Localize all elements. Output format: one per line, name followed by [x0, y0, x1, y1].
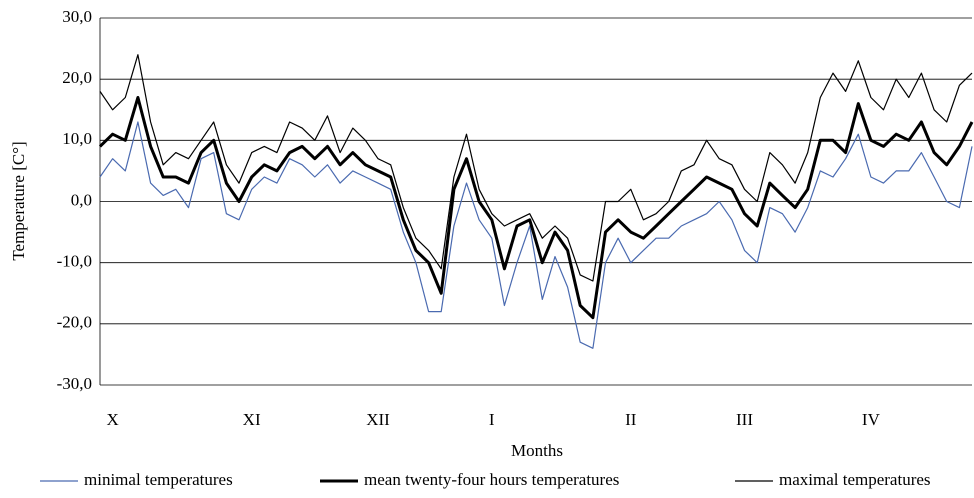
- y-tick-label: 30,0: [62, 7, 92, 26]
- y-tick-label: -10,0: [57, 252, 92, 271]
- legend-label: maximal temperatures: [779, 470, 931, 489]
- y-tick-label: 0,0: [71, 190, 92, 209]
- y-tick-label: 20,0: [62, 68, 92, 87]
- x-tick-label: III: [736, 410, 753, 429]
- x-tick-label: X: [106, 410, 118, 429]
- x-tick-label: XI: [243, 410, 261, 429]
- y-tick-label: -20,0: [57, 313, 92, 332]
- x-axis-title: Months: [511, 441, 563, 460]
- y-tick-label: -30,0: [57, 374, 92, 393]
- series-line: [99, 54, 973, 282]
- x-tick-label: IV: [862, 410, 881, 429]
- y-tick-label: 10,0: [62, 129, 92, 148]
- x-tick-label: I: [489, 410, 495, 429]
- y-axis-title: Temperature [C°]: [9, 141, 28, 260]
- x-tick-label: XII: [366, 410, 390, 429]
- x-tick-label: II: [625, 410, 637, 429]
- legend-label: mean twenty-four hours temperatures: [364, 470, 619, 489]
- series-line: [98, 96, 974, 320]
- legend-label: minimal temperatures: [84, 470, 233, 489]
- series-line: [99, 121, 973, 349]
